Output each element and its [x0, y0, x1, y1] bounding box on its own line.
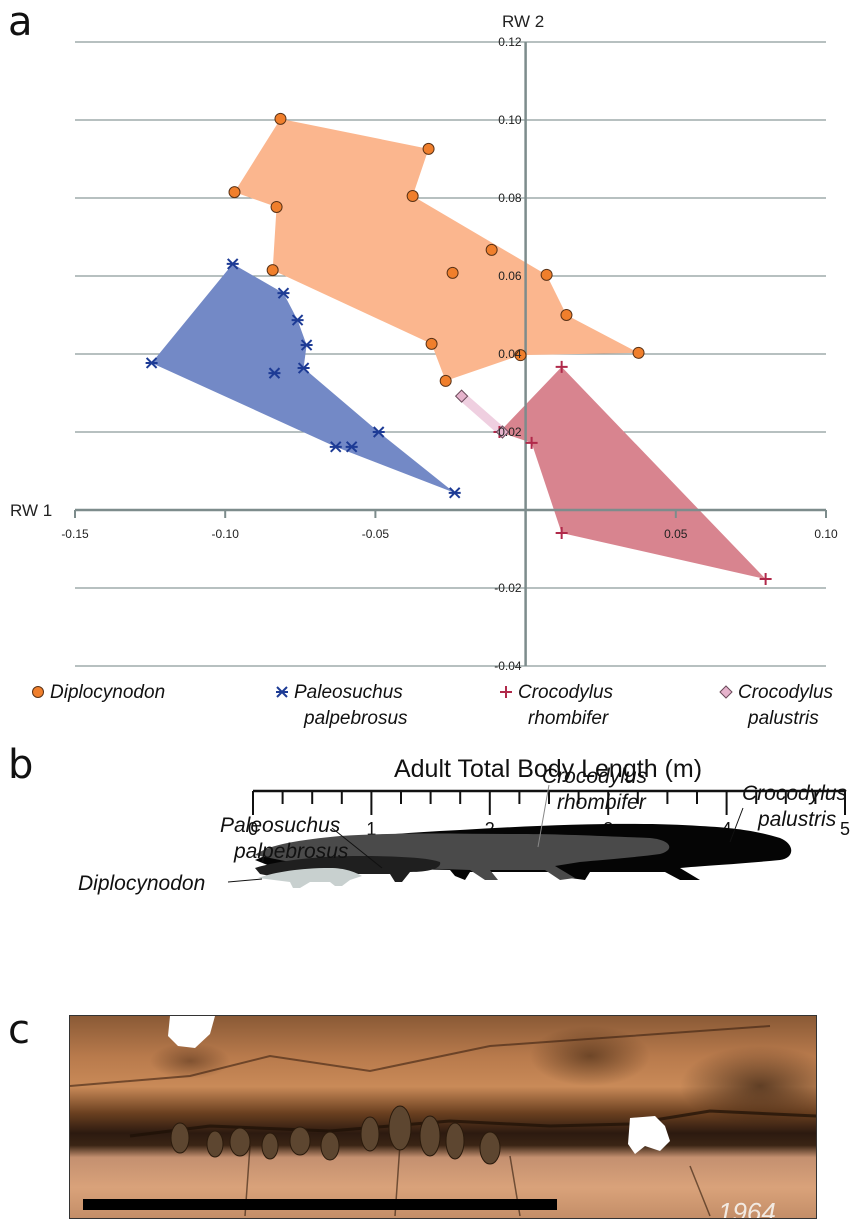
asterisk-marker [226, 258, 239, 270]
asterisk-marker [291, 314, 304, 326]
palustris-label-1: Crocodylus [742, 782, 848, 805]
x-tick-label: 0.10 [814, 527, 838, 541]
circle-marker [266, 264, 279, 277]
legend-label: Crocodylus [738, 682, 834, 703]
paleosuchus-silhouette [255, 856, 441, 882]
circle-marker [274, 112, 287, 125]
x-tick-label: 0.05 [664, 527, 688, 541]
x-tick-label: -0.05 [362, 527, 390, 541]
y-tick-label: -0.02 [494, 581, 522, 595]
y-tick-label: 0.12 [498, 35, 522, 49]
y-tick-label: 0.08 [498, 191, 522, 205]
diplocynodon-label: Diplocynodon [78, 872, 205, 895]
scale-tick-label: 0 [248, 819, 258, 839]
legend-item: Crocodylus palustris [719, 682, 834, 729]
plus-legend-icon [500, 686, 512, 698]
legend-item: Diplocynodon [32, 682, 165, 703]
diplocynodon-leader [227, 878, 263, 883]
scale-title: Adult Total Body Length (m) [394, 755, 702, 783]
asterisk-legend-icon [276, 686, 288, 698]
rhombifer-label-1: Crocodylus [542, 765, 648, 788]
asterisk-marker [268, 367, 281, 379]
rhombifer-silhouette [255, 833, 670, 880]
x-tick-label: -0.15 [61, 527, 89, 541]
palustris-leader [729, 807, 744, 843]
circle-marker [439, 374, 452, 387]
convex-hulls [151, 118, 766, 580]
paleosuchus-label-1: Paleosuchus [220, 814, 341, 837]
panel-label-b: b [8, 742, 34, 788]
y-axis-label: RW 2 [502, 12, 544, 31]
circle-marker [514, 349, 527, 362]
data-points [145, 112, 772, 586]
y-tick-label: 0.04 [498, 347, 522, 361]
diamond-marker [454, 389, 469, 403]
paleosuchus-leader [331, 827, 383, 869]
circle-marker [485, 243, 498, 256]
x-tick-label: -0.10 [212, 527, 240, 541]
plus-marker [759, 573, 772, 586]
hull-diplocynodon [234, 118, 639, 381]
specimen-number: 1964 [718, 1197, 776, 1218]
circle-marker [422, 142, 435, 155]
plus-marker [525, 436, 538, 449]
photo-gap-top [168, 1016, 215, 1048]
panel-label-a: a [8, 0, 33, 45]
circle-marker [406, 190, 419, 203]
legend-label: Paleosuchus [294, 682, 403, 703]
asterisk-marker [329, 441, 342, 453]
legend-item: Crocodylus rhombifer [500, 682, 614, 729]
y-tick-label: 0.06 [498, 269, 522, 283]
asterisk-marker [145, 357, 158, 369]
plus-marker [555, 527, 568, 540]
circle-marker [560, 309, 573, 321]
legend: Diplocynodon Paleosuchus palpebrosus Crocod… [32, 682, 834, 729]
legend-label-line2: palpebrosus [303, 708, 408, 729]
circle-marker [228, 186, 241, 199]
panel-label-c: c [8, 1007, 30, 1053]
scale-tick-label: 5 [840, 819, 850, 839]
asterisk-marker [300, 339, 313, 351]
photo-gap-right [628, 1116, 670, 1154]
asterisk-marker [277, 287, 290, 299]
circle-legend-icon [32, 686, 44, 698]
asterisk-marker [372, 426, 385, 438]
tick-labels: -0.15 -0.10 -0.05 0.05 0.10 0.12 0.10 0.08 0.06 0… [61, 35, 838, 673]
scale-tick-label: 1 [366, 819, 376, 839]
legend-item: Paleosuchus palpebrosus [276, 682, 408, 729]
circle-marker [270, 200, 283, 213]
x-axis-label: RW 1 [10, 501, 52, 520]
circle-marker [425, 337, 438, 350]
teeth [170, 1105, 501, 1165]
diamond-marker [495, 425, 510, 439]
asterisk-marker [297, 362, 310, 374]
photo-scale-bar [83, 1199, 557, 1210]
palustris-label-2: palustris [757, 808, 837, 831]
diamond-legend-icon [719, 685, 733, 699]
fossil-jaw-photo: 1964 [69, 1015, 817, 1219]
circle-marker [446, 266, 459, 279]
circle-marker [540, 268, 553, 281]
legend-label-line2: palustris [747, 708, 819, 729]
rhombifer-leader [537, 784, 550, 848]
legend-label-line2: rhombifer [528, 708, 609, 729]
y-tick-label: 0.10 [498, 113, 522, 127]
hull-crocodylus-palustris [457, 391, 507, 437]
legend-label: Crocodylus [518, 682, 614, 703]
circle-marker [632, 346, 645, 359]
rhombifer-label-2: rhombifer [557, 791, 647, 814]
paleosuchus-label-2: palpebrosus [233, 840, 349, 863]
asterisk-marker [345, 441, 358, 453]
y-tick-label: 0.02 [498, 425, 522, 439]
body-length-scale: Adult Total Body Length (m) 012345 Diplo… [78, 755, 850, 895]
hull-paleosuchus-palpebrosus [151, 263, 455, 493]
diplocynodon-silhouette [258, 868, 362, 888]
plus-marker [555, 360, 568, 373]
y-tick-label: -0.04 [494, 659, 522, 673]
asterisk-marker [448, 487, 461, 499]
rw-scatter-plot: -0.15 -0.10 -0.05 0.05 0.10 0.12 0.10 0.08 0.06 0… [10, 12, 838, 729]
legend-label: Diplocynodon [50, 682, 165, 703]
hull-crocodylus-rhombifer [499, 366, 766, 580]
